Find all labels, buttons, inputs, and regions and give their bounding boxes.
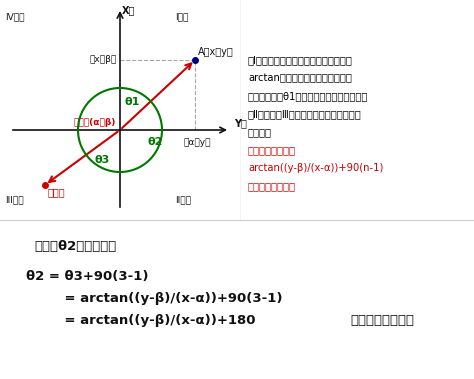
- Text: が方向角となる。: が方向角となる。: [248, 181, 296, 191]
- Text: arctan（アークタンジェント）の: arctan（アークタンジェント）の: [248, 73, 352, 83]
- Text: II象限: II象限: [175, 195, 191, 204]
- Text: IV象限: IV象限: [5, 12, 25, 21]
- Text: 場合は、: 場合は、: [248, 127, 272, 137]
- Text: 方向角θ2の場合は、: 方向角θ2の場合は、: [34, 240, 116, 253]
- Text: arctan((y-β)/(x-α))+90(n-1): arctan((y-β)/(x-α))+90(n-1): [248, 163, 383, 173]
- Text: = arctan((y-β)/(x-α))+180: = arctan((y-β)/(x-α))+180: [46, 314, 255, 327]
- Text: = arctan((y-β)/(x-α))+90(3-1): = arctan((y-β)/(x-α))+90(3-1): [46, 292, 283, 305]
- Text: III象限: III象限: [5, 195, 24, 204]
- Text: で計算できます。: で計算できます。: [350, 314, 414, 327]
- Text: 計算で方向角θ1を求めることができたが、: 計算で方向角θ1を求めることができたが、: [248, 91, 368, 101]
- Text: （x，β）: （x，β）: [90, 55, 117, 64]
- Text: 象限数をｎとして: 象限数をｎとして: [248, 145, 296, 155]
- Text: Y軸: Y軸: [234, 118, 247, 128]
- Text: θ2 = θ3+90(3-1): θ2 = θ3+90(3-1): [26, 270, 148, 283]
- Text: （α，y）: （α，y）: [183, 138, 211, 147]
- Text: I象限: I象限: [175, 12, 188, 21]
- Text: X軸: X軸: [122, 5, 136, 15]
- Text: 後視点: 後視点: [48, 187, 65, 197]
- Text: θ3: θ3: [94, 155, 109, 165]
- Text: 第Ⅰ象限に座標が位置している場合は、: 第Ⅰ象限に座標が位置している場合は、: [248, 55, 353, 65]
- Text: 第Ⅱ象限や第Ⅲ象限に座標が位置している: 第Ⅱ象限や第Ⅲ象限に座標が位置している: [248, 109, 362, 119]
- Text: θ1: θ1: [124, 97, 140, 107]
- Text: A（x，y）: A（x，y）: [198, 47, 234, 57]
- Text: 器械点(α，β): 器械点(α，β): [73, 118, 116, 127]
- Text: θ2: θ2: [147, 137, 163, 147]
